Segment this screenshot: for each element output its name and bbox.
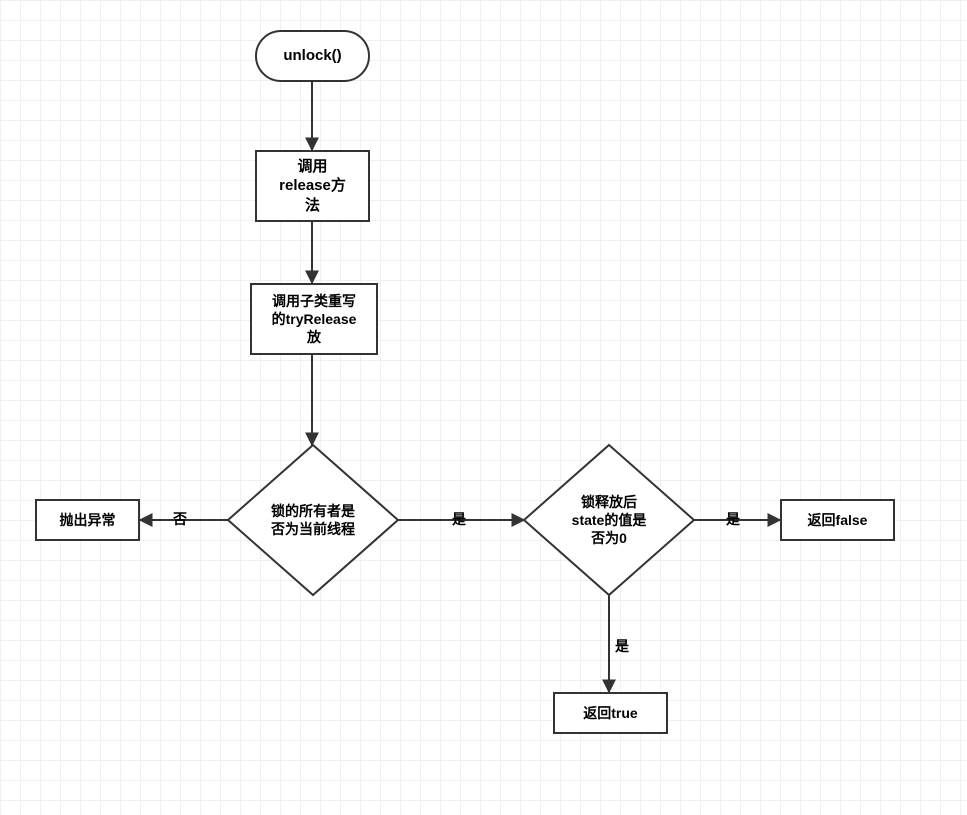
process-exception: 抛出异常 [35, 499, 140, 541]
d2-label: 锁释放后state的值是否为0 [572, 493, 647, 548]
rettrue-label: 返回true [583, 704, 637, 722]
p1-label: 调用release方法 [279, 157, 346, 216]
process-tryrelease: 调用子类重写的tryRelease放 [250, 283, 378, 355]
process-return-true: 返回true [553, 692, 668, 734]
start-label: unlock() [283, 46, 341, 66]
flowchart-svg [0, 0, 967, 815]
retfalse-label: 返回false [808, 511, 868, 529]
edge-label: 是 [452, 509, 466, 529]
decision-owner: 锁的所有者是否为当前线程 [228, 445, 398, 595]
exc-label: 抛出异常 [60, 511, 116, 529]
start-node: unlock() [255, 30, 370, 82]
d1-label: 锁的所有者是否为当前线程 [271, 502, 355, 538]
edge-label: 是 [726, 509, 740, 529]
decision-state: 锁释放后state的值是否为0 [524, 445, 694, 595]
edge-label: 是 [615, 636, 629, 656]
process-return-false: 返回false [780, 499, 895, 541]
p2-label: 调用子类重写的tryRelease放 [272, 292, 357, 347]
process-release: 调用release方法 [255, 150, 370, 222]
edge-label: 否 [173, 509, 187, 529]
